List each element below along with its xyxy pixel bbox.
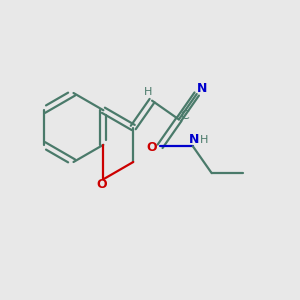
Text: H: H bbox=[144, 87, 153, 97]
Text: O: O bbox=[97, 178, 107, 191]
Text: C: C bbox=[181, 110, 189, 122]
Text: H: H bbox=[200, 135, 208, 145]
Text: N: N bbox=[189, 133, 200, 146]
Text: O: O bbox=[146, 141, 157, 154]
Text: N: N bbox=[197, 82, 207, 94]
